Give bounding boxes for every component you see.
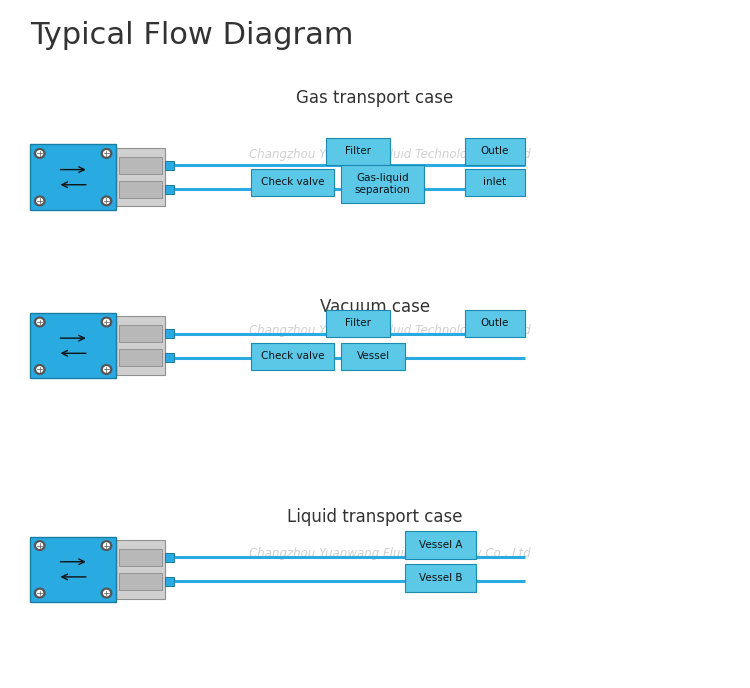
FancyBboxPatch shape [165, 161, 174, 169]
Circle shape [104, 590, 110, 596]
Circle shape [37, 367, 43, 372]
Text: Filter: Filter [345, 319, 371, 328]
FancyBboxPatch shape [326, 138, 390, 165]
Text: Liquid transport case: Liquid transport case [287, 508, 463, 526]
FancyBboxPatch shape [165, 577, 174, 586]
FancyBboxPatch shape [119, 325, 162, 343]
Text: Gas transport case: Gas transport case [296, 89, 454, 107]
Circle shape [104, 543, 110, 548]
FancyBboxPatch shape [30, 537, 116, 602]
Circle shape [37, 198, 43, 204]
FancyBboxPatch shape [116, 316, 165, 375]
Circle shape [34, 541, 45, 550]
Circle shape [34, 317, 45, 327]
Circle shape [101, 149, 112, 158]
Text: Check valve: Check valve [261, 178, 324, 187]
Circle shape [104, 367, 110, 372]
FancyBboxPatch shape [30, 313, 116, 378]
Text: Changzhou Yuanwang Fluid Technology Co., Ltd: Changzhou Yuanwang Fluid Technology Co.,… [249, 548, 531, 560]
Text: Check valve: Check valve [261, 352, 324, 361]
Circle shape [37, 543, 43, 548]
Text: Vessel B: Vessel B [419, 573, 462, 583]
FancyBboxPatch shape [119, 350, 162, 366]
FancyBboxPatch shape [405, 531, 476, 559]
Circle shape [104, 198, 110, 204]
FancyBboxPatch shape [116, 540, 165, 599]
Text: Changzhou Yuanwang Fluid Technology Co., Ltd: Changzhou Yuanwang Fluid Technology Co.,… [249, 324, 531, 336]
Circle shape [101, 541, 112, 550]
FancyBboxPatch shape [326, 310, 390, 337]
Circle shape [101, 196, 112, 206]
Circle shape [104, 151, 110, 156]
Circle shape [37, 151, 43, 156]
FancyBboxPatch shape [119, 157, 162, 174]
FancyBboxPatch shape [119, 181, 162, 198]
Text: Vessel A: Vessel A [419, 540, 462, 550]
Text: inlet: inlet [484, 178, 506, 187]
FancyBboxPatch shape [165, 185, 174, 194]
Circle shape [34, 365, 45, 374]
FancyBboxPatch shape [119, 572, 162, 590]
FancyBboxPatch shape [251, 343, 334, 370]
Text: Outle: Outle [481, 319, 509, 328]
Circle shape [101, 365, 112, 374]
Text: Vessel: Vessel [356, 352, 390, 361]
FancyBboxPatch shape [165, 553, 174, 561]
FancyBboxPatch shape [30, 144, 116, 210]
Text: Typical Flow Diagram: Typical Flow Diagram [30, 21, 353, 50]
Circle shape [37, 319, 43, 325]
FancyBboxPatch shape [251, 169, 334, 196]
FancyBboxPatch shape [341, 343, 405, 370]
FancyBboxPatch shape [119, 549, 162, 566]
Circle shape [37, 590, 43, 596]
FancyBboxPatch shape [465, 138, 525, 165]
Text: Filter: Filter [345, 147, 371, 156]
FancyBboxPatch shape [465, 169, 525, 196]
FancyBboxPatch shape [116, 148, 165, 206]
Circle shape [34, 149, 45, 158]
FancyBboxPatch shape [465, 310, 525, 337]
Text: Gas-liquid
separation: Gas-liquid separation [355, 173, 410, 195]
Circle shape [34, 196, 45, 206]
FancyBboxPatch shape [341, 165, 424, 203]
FancyBboxPatch shape [165, 354, 174, 362]
FancyBboxPatch shape [165, 330, 174, 338]
Circle shape [101, 317, 112, 327]
Text: Vacuum case: Vacuum case [320, 299, 430, 316]
FancyBboxPatch shape [405, 564, 476, 592]
Text: Changzhou Yuanwang Fluid Technology Co., Ltd: Changzhou Yuanwang Fluid Technology Co.,… [249, 149, 531, 161]
Circle shape [104, 319, 110, 325]
Circle shape [34, 588, 45, 598]
Text: Outle: Outle [481, 147, 509, 156]
Circle shape [101, 588, 112, 598]
